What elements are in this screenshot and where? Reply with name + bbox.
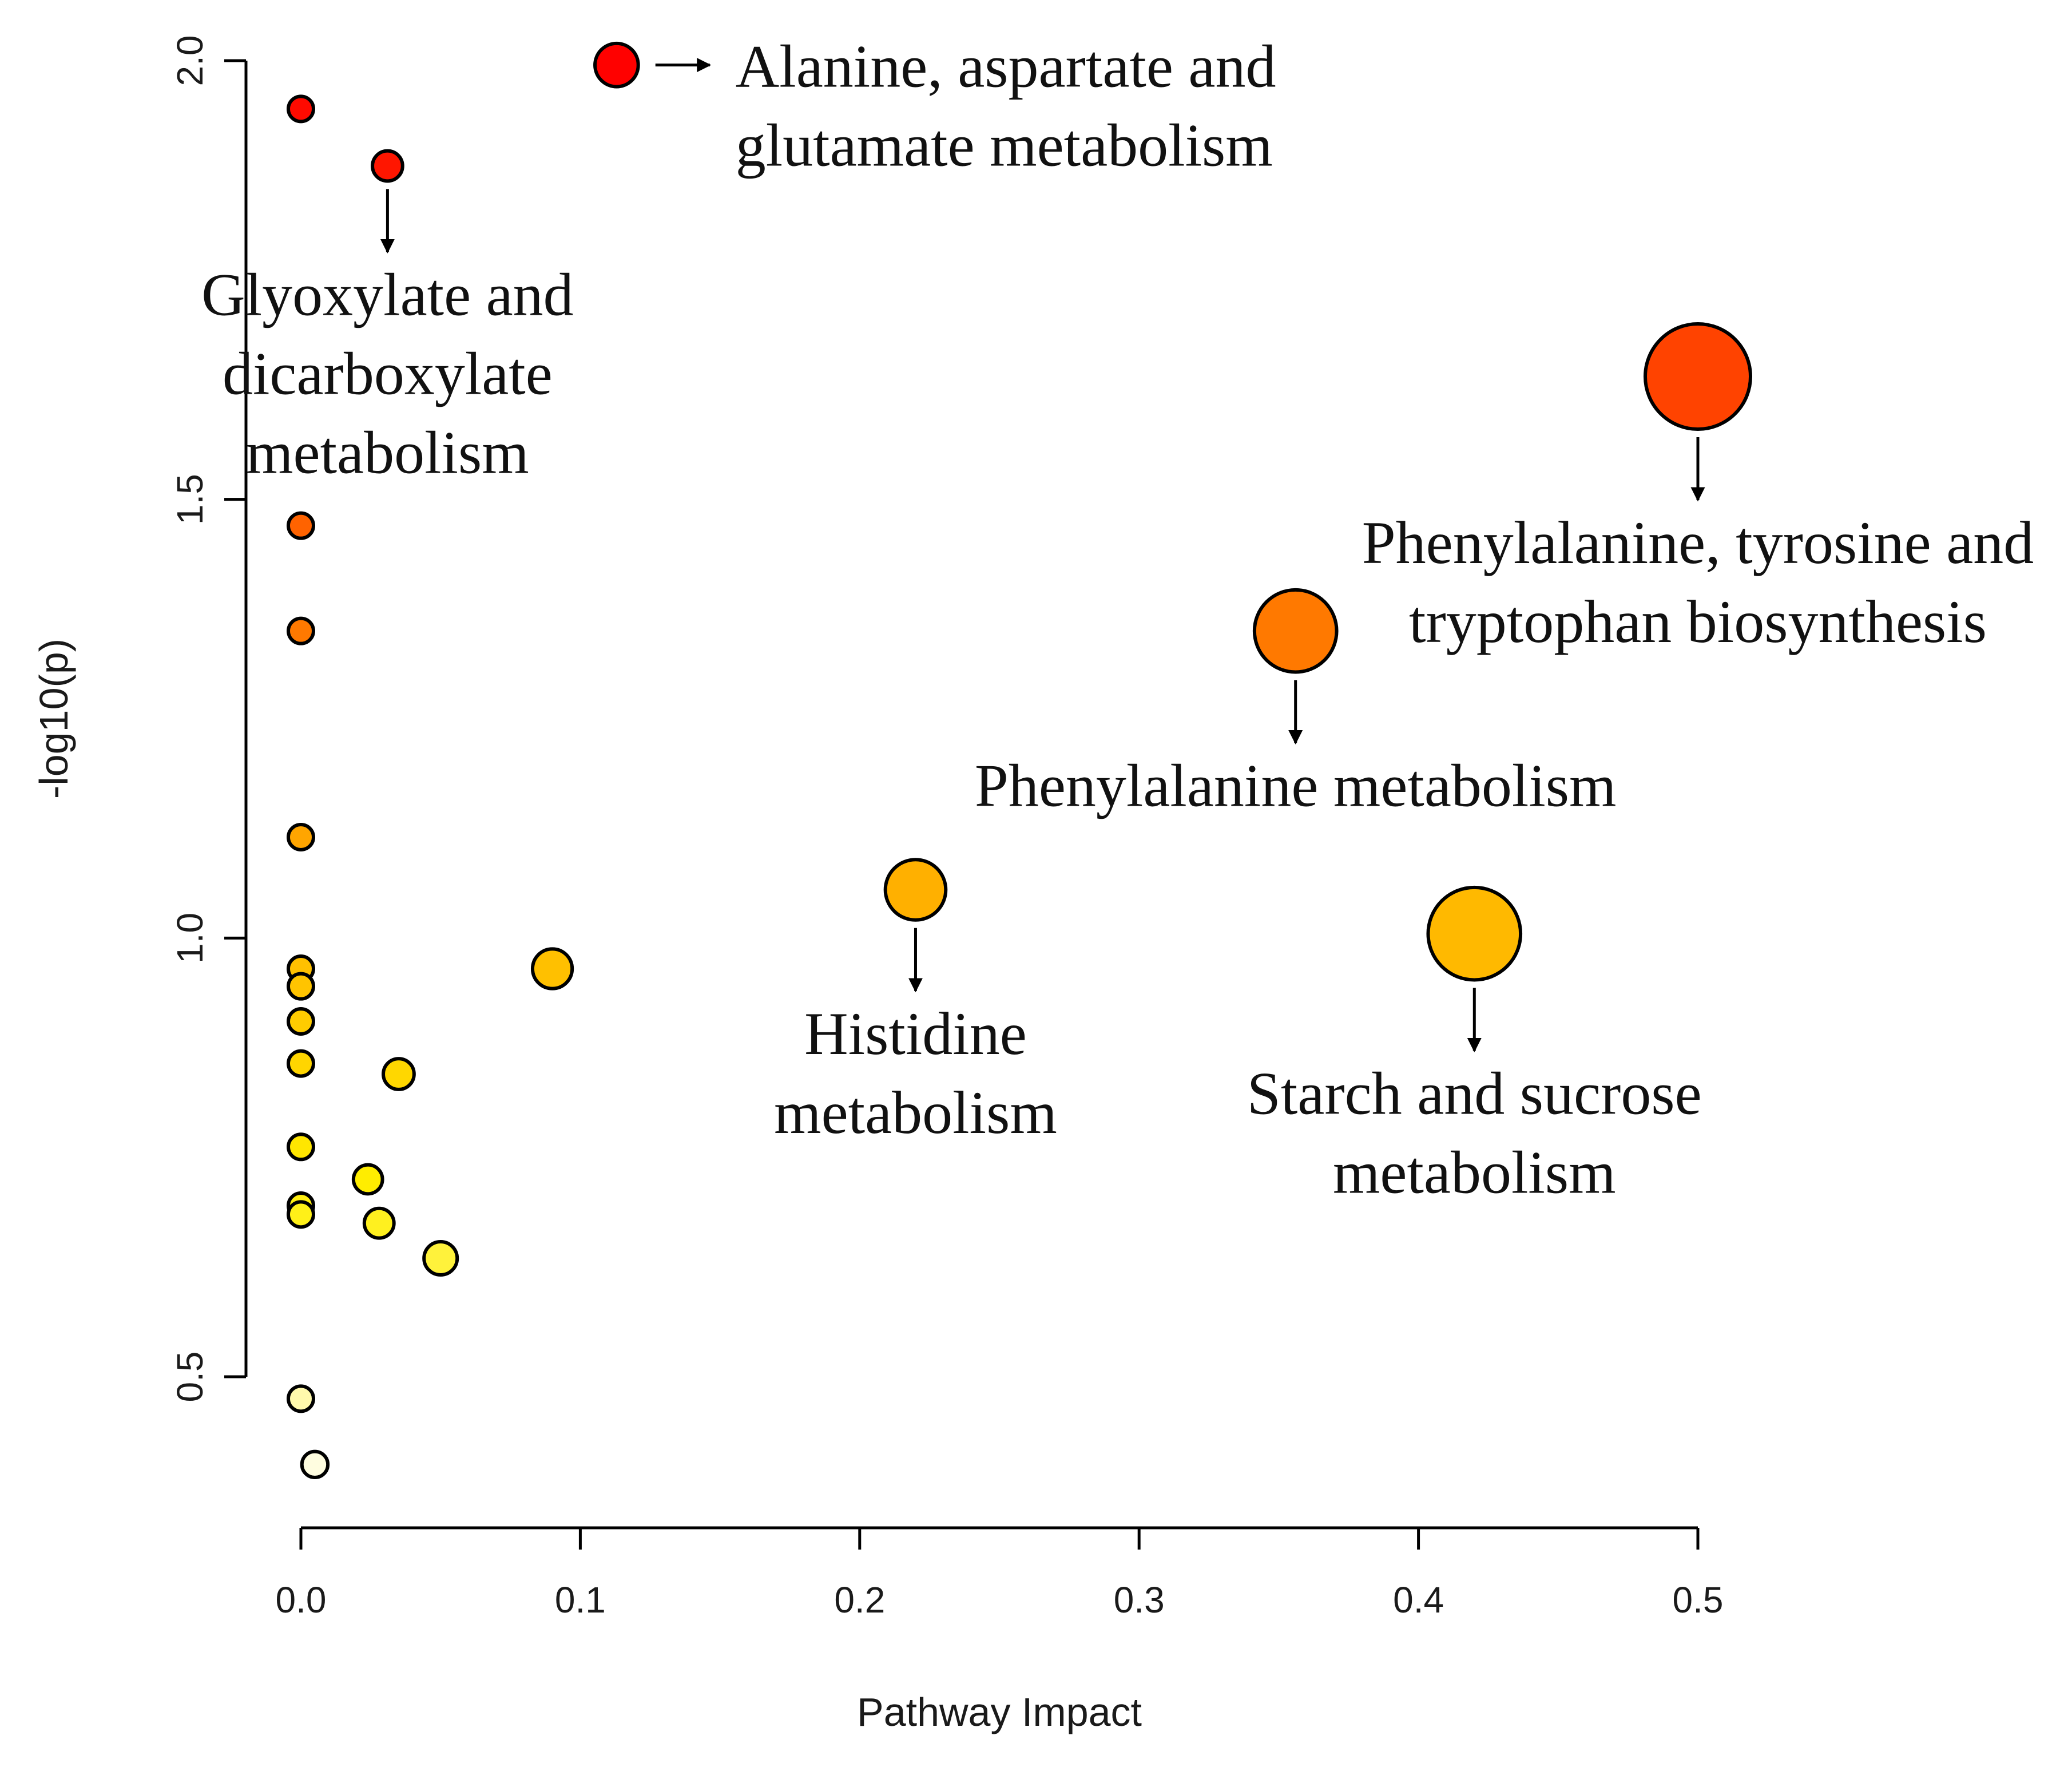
data-point [422, 1240, 459, 1277]
data-point [287, 1132, 315, 1162]
annotation-label: Phenylalanine, tyrosine and [1362, 509, 2034, 576]
x-axis-title: Pathway Impact [857, 1690, 1142, 1734]
x-tick-label: 0.0 [276, 1579, 327, 1621]
annotation-label: tryptophan biosynthesis [1409, 588, 1987, 655]
annotation-label: metabolism [246, 419, 529, 486]
annotation-label: Alanine, aspartate and [736, 33, 1276, 100]
data-point [593, 41, 640, 89]
annotation-label: dicarboxylate [223, 340, 553, 407]
data-point [287, 511, 315, 540]
data-point [287, 823, 315, 851]
y-tick-label: 1.5 [169, 474, 211, 525]
annotation-label: Starch and sucrose [1247, 1060, 1702, 1127]
x-tick-label: 0.3 [1114, 1579, 1165, 1621]
data-point [287, 616, 315, 645]
x-tick-label: 0.2 [834, 1579, 885, 1621]
y-axis-title: -log10(p) [31, 639, 76, 799]
data-point [382, 1057, 416, 1091]
annotation-label: metabolism [1333, 1139, 1616, 1206]
x-tick-label: 0.1 [555, 1579, 606, 1621]
axes: 0.5 1.0 1.5 2.0 0.0 0.1 0.2 0.3 0.4 0.5 Pathway Im… [31, 35, 1723, 1734]
y-tick-label: 2.0 [169, 35, 211, 86]
data-point [351, 1163, 384, 1196]
annotation-label: metabolism [774, 1079, 1057, 1146]
data-point [371, 149, 404, 183]
x-tick-label: 0.4 [1393, 1579, 1444, 1621]
y-tick-label: 0.5 [169, 1352, 211, 1402]
data-point [287, 1007, 315, 1036]
annotation-label: Phenylalanine metabolism [975, 752, 1617, 819]
annotation-label: Glyoxylate and [201, 261, 574, 328]
data-point [362, 1206, 396, 1240]
annotations: Alanine, aspartate and glutamate metaboli… [201, 33, 2034, 1206]
data-point [1252, 588, 1339, 674]
annotation-label: glutamate metabolism [736, 112, 1273, 179]
data-points [287, 41, 1752, 1480]
data-point [1426, 885, 1523, 982]
data-point [530, 947, 574, 991]
data-point [287, 1384, 315, 1413]
annotation-label: Histidine [804, 1000, 1027, 1067]
data-point [300, 1449, 330, 1480]
x-tick-label: 0.5 [1673, 1579, 1724, 1621]
data-point [287, 94, 315, 124]
data-point [1644, 322, 1752, 431]
data-point [883, 858, 948, 922]
data-point [287, 1200, 315, 1229]
data-point [287, 972, 315, 1001]
y-tick-label: 1.0 [169, 913, 211, 964]
data-point [287, 1049, 315, 1078]
